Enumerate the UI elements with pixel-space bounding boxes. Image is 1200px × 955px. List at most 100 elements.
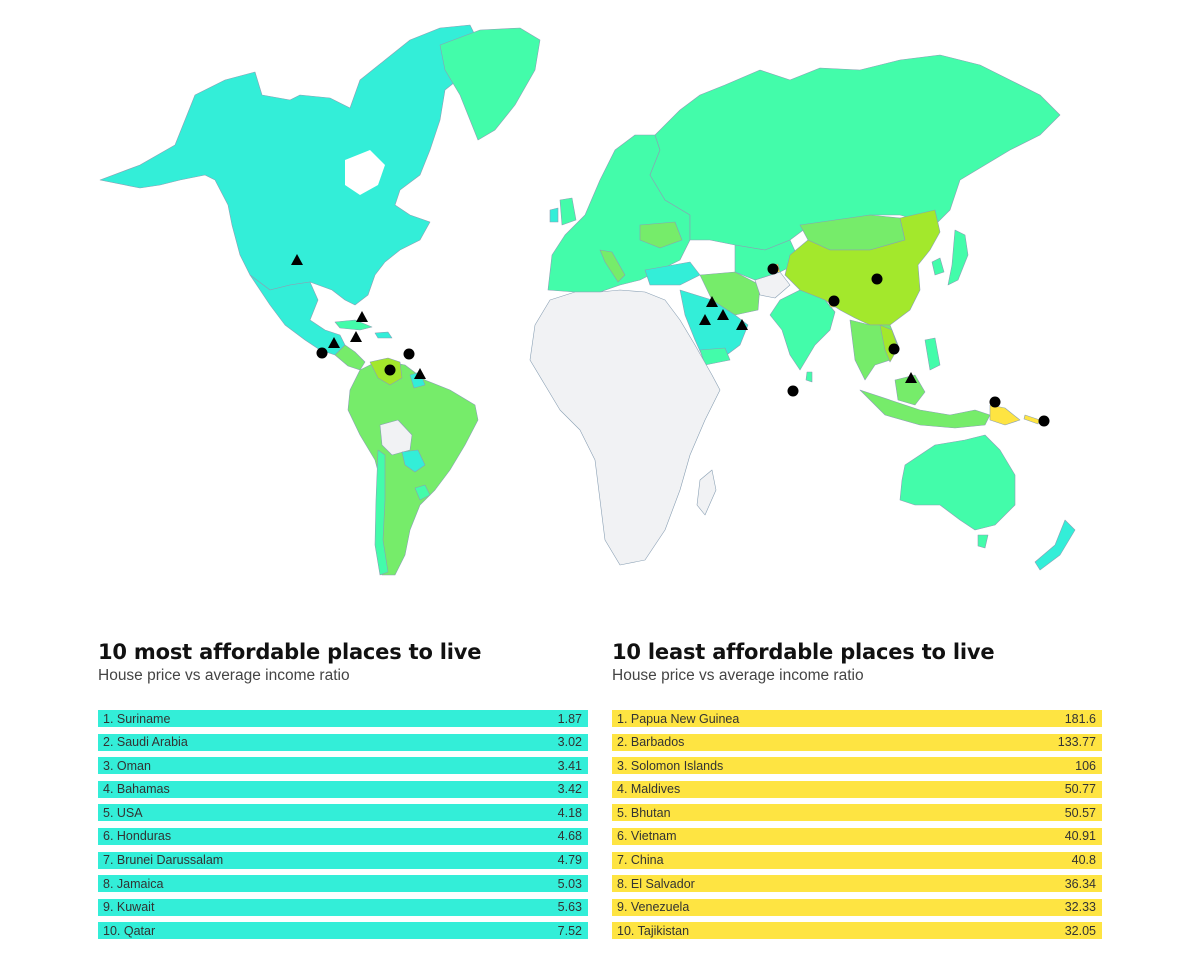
bar-value: 32.05: [1064, 923, 1096, 938]
country-madagascar: [696, 469, 717, 516]
country-russia: [649, 54, 1061, 251]
circle-marker-vietnam: [888, 343, 900, 355]
triangle-marker-qatar: [717, 309, 729, 320]
world-choropleth-map: [99, 24, 1076, 576]
most-affordable-subtitle: House price vs average income ratio: [98, 667, 350, 684]
country-indonesia: [859, 389, 991, 429]
country-italy: [599, 249, 626, 283]
triangle-marker-honduras: [328, 337, 340, 348]
bar-label: 10. Tajikistan: [617, 923, 690, 938]
bar-value: 106: [1075, 758, 1096, 773]
bar-label: 1. Papua New Guinea: [617, 711, 740, 726]
bar-row: 8. Jamaica 5.03: [98, 875, 588, 893]
least-affordable-subtitle: House price vs average income ratio: [612, 667, 864, 684]
triangle-marker-kuwait: [706, 296, 718, 307]
bar-row: 6. Vietnam 40.91: [612, 827, 1102, 845]
bar-value: 4.68: [557, 829, 582, 844]
circle-marker-barbados: [403, 348, 415, 360]
bar-row: 9. Venezuela 32.33: [612, 898, 1102, 916]
country-new-zealand: [1034, 519, 1076, 571]
bar-value: 40.91: [1064, 829, 1096, 844]
triangle-marker-usa: [291, 254, 303, 265]
bar-label: 3. Solomon Islands: [617, 758, 724, 773]
triangle-marker-suriname: [414, 368, 426, 379]
bar-value: 3.42: [557, 782, 582, 797]
triangle-marker-saudi-arabia: [699, 314, 711, 325]
country-ireland: [549, 207, 559, 223]
bar-label: 4. Bahamas: [103, 782, 170, 797]
bar-label: 2. Barbados: [617, 735, 685, 750]
bar-value: 32.33: [1064, 900, 1096, 915]
region-africa: [529, 289, 721, 566]
circle-marker-papua-new-guinea: [989, 396, 1001, 408]
bar-value: 3.41: [557, 758, 582, 773]
bar-value: 7.52: [557, 923, 582, 938]
bar-value: 181.6: [1064, 711, 1096, 726]
bar-label: 9. Kuwait: [103, 900, 155, 915]
country-solomon-islands: [1023, 414, 1041, 425]
triangle-marker-oman: [736, 319, 748, 330]
most-affordable-bar-list: 1. Suriname 1.87 2. Saudi Arabia 3.02 3. O…: [98, 710, 588, 946]
bar-row: 5. Bhutan 50.57: [612, 804, 1102, 822]
country-papua-new-guinea: [989, 404, 1021, 426]
central-america: [334, 344, 366, 371]
least-affordable-panel: 10 least affordable places to live House…: [612, 638, 1102, 940]
country-korea: [931, 257, 945, 276]
landmasses: [99, 24, 1076, 576]
bar-row: 7. Brunei Darussalam 4.79: [98, 851, 588, 869]
most-affordable-panel: 10 most affordable places to live House …: [98, 638, 588, 940]
least-affordable-bar-list: 1. Papua New Guinea 181.6 2. Barbados 133.…: [612, 710, 1102, 946]
bar-value: 40.8: [1071, 853, 1096, 868]
bar-value: 133.77: [1057, 735, 1096, 750]
bar-row: 2. Saudi Arabia 3.02: [98, 733, 588, 751]
bar-label: 5. USA: [103, 805, 143, 820]
country-uruguay: [414, 484, 431, 501]
bar-row: 4. Bahamas 3.42: [98, 780, 588, 798]
country-philippines: [924, 337, 941, 371]
circle-marker-bhutan: [828, 295, 840, 307]
country-china: [784, 209, 941, 326]
triangle-marker-bahamas: [356, 311, 368, 322]
country-japan: [947, 229, 969, 286]
country-tasmania: [977, 534, 989, 549]
markers-most-affordable: [291, 254, 917, 383]
bar-row: 3. Solomon Islands 106: [612, 757, 1102, 775]
bar-value: 3.02: [557, 735, 582, 750]
country-australia: [899, 434, 1016, 531]
circle-marker-solomon-islands: [1038, 415, 1050, 427]
country-chile: [374, 449, 389, 576]
bar-value: 50.77: [1064, 782, 1096, 797]
bar-value: 5.63: [557, 900, 582, 915]
bar-label: 9. Venezuela: [617, 900, 690, 915]
bar-row: 3. Oman 3.41: [98, 757, 588, 775]
bar-label: 1. Suriname: [103, 711, 171, 726]
bar-label: 5. Bhutan: [617, 805, 671, 820]
bar-row: 9. Kuwait 5.63: [98, 898, 588, 916]
country-bolivia: [379, 419, 413, 456]
country-greenland: [439, 27, 541, 141]
bar-label: 10. Qatar: [103, 923, 156, 938]
hudson-bay: [345, 150, 385, 195]
country-paraguay: [401, 449, 426, 473]
country-hispaniola: [374, 331, 393, 339]
markers-least-affordable: [316, 263, 1050, 427]
country-uk: [559, 197, 577, 226]
bar-row: 2. Barbados 133.77: [612, 733, 1102, 751]
bar-row: 1. Suriname 1.87: [98, 710, 588, 727]
country-saudi-arabia: [679, 289, 749, 363]
circle-marker-maldives: [787, 385, 799, 397]
bar-value: 50.57: [1064, 805, 1096, 820]
bar-row: 1. Papua New Guinea 181.6: [612, 710, 1102, 727]
bar-value: 5.03: [557, 876, 582, 891]
bar-label: 8. El Salvador: [617, 876, 695, 891]
country-cuba: [334, 319, 373, 331]
circle-marker-tajikistan: [767, 263, 779, 275]
bar-value: 36.34: [1064, 876, 1096, 891]
triangle-marker-jamaica: [350, 331, 362, 342]
country-india: [769, 289, 836, 371]
bar-label: 7. Brunei Darussalam: [103, 853, 224, 868]
bar-value: 4.79: [557, 853, 582, 868]
bar-row: 7. China 40.8: [612, 851, 1102, 869]
bar-label: 7. China: [617, 853, 664, 868]
least-affordable-title: 10 least affordable places to live: [612, 640, 995, 664]
